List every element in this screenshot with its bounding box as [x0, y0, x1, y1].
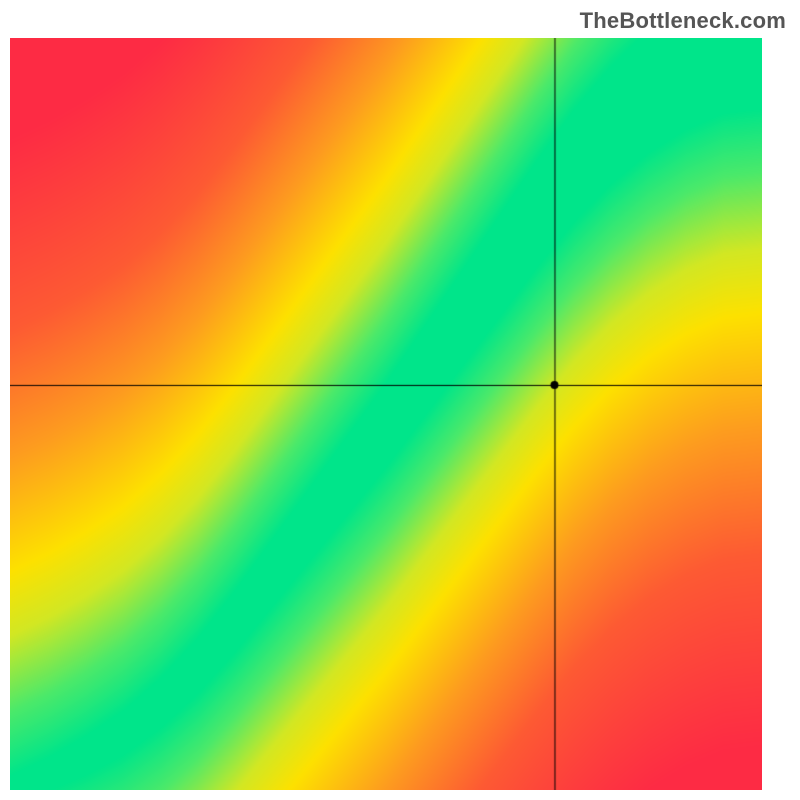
watermark-label: TheBottleneck.com — [580, 8, 786, 34]
chart-container: TheBottleneck.com — [0, 0, 800, 800]
bottleneck-heatmap — [10, 38, 762, 790]
